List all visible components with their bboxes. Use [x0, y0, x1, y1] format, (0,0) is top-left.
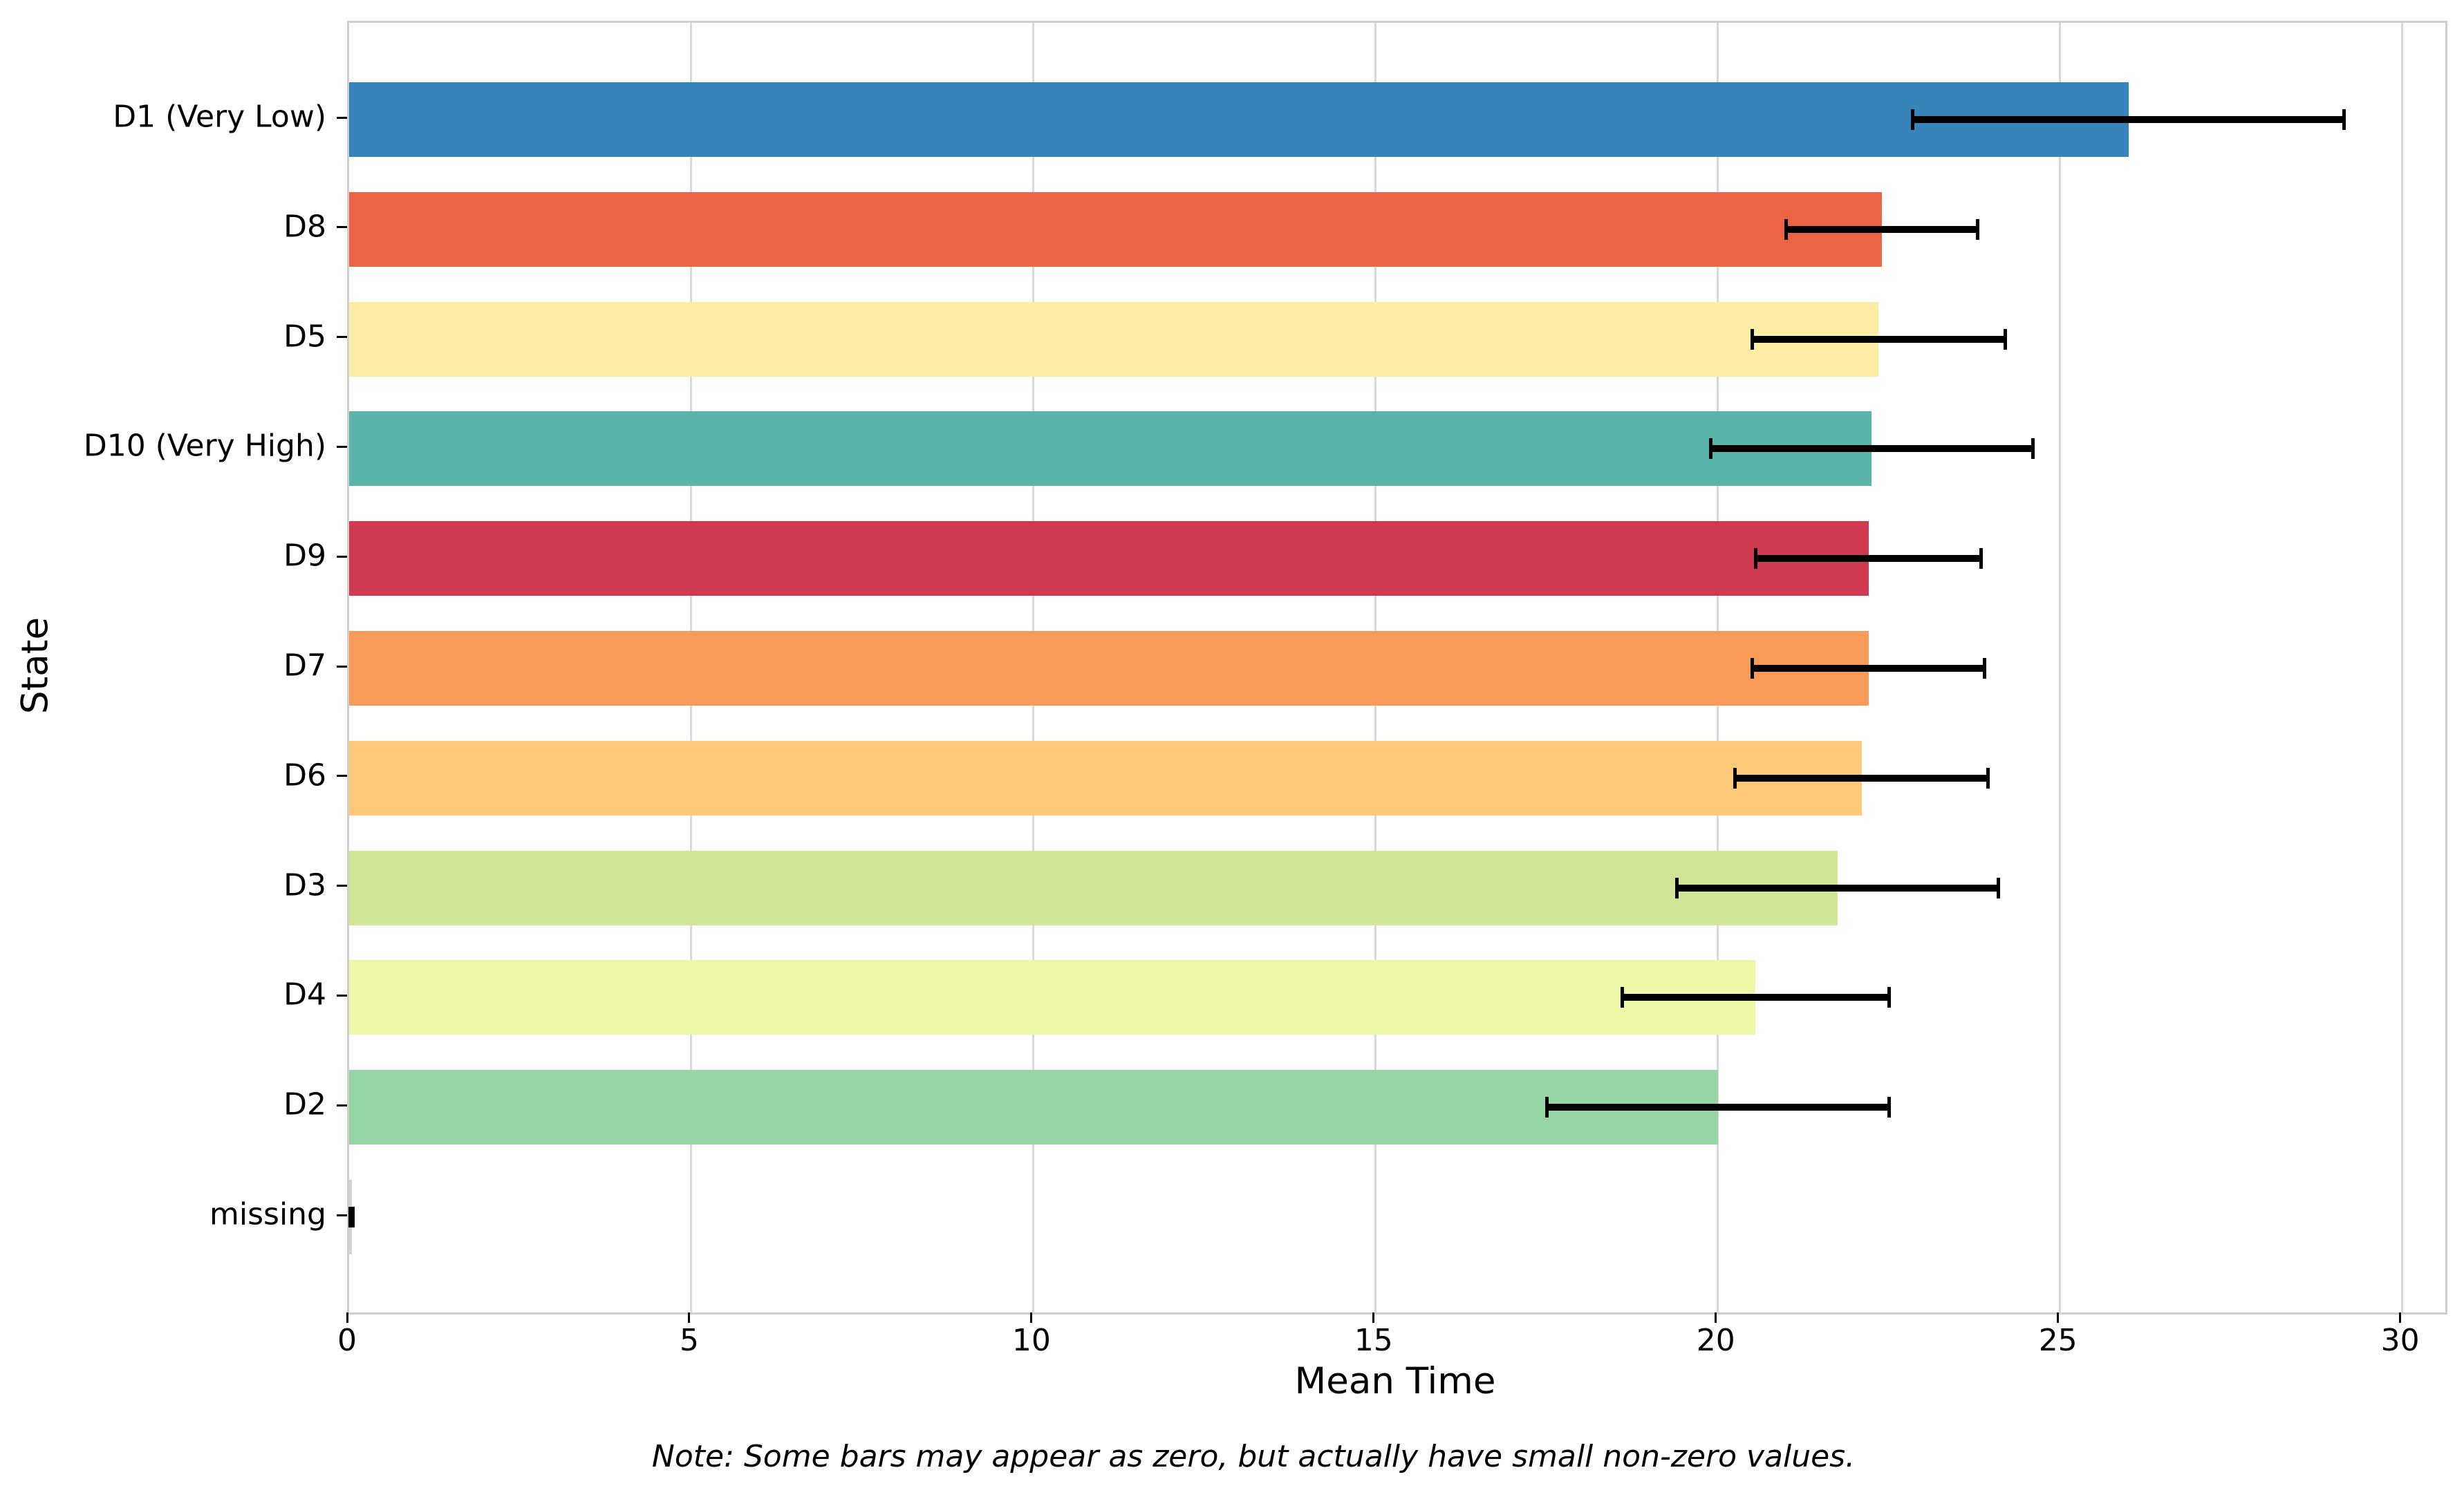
- error-bar-cap: [1979, 548, 1984, 569]
- y-tick-mark: [337, 116, 347, 119]
- error-bar-cap: [1750, 658, 1754, 679]
- error-bar-cap: [1887, 1097, 1891, 1118]
- error-bar-cap: [1976, 218, 1980, 240]
- error-bar-cap: [1753, 548, 1757, 569]
- x-tick-mark: [2057, 1312, 2060, 1323]
- error-bar: [1752, 335, 2006, 343]
- x-tick-mark: [1372, 1312, 1375, 1323]
- error-bar-cap: [348, 1207, 353, 1227]
- y-tick-label: D10 (Very High): [83, 428, 326, 464]
- y-tick-label: D2: [283, 1086, 326, 1122]
- error-bar-cap: [1733, 767, 1737, 789]
- bar: [349, 521, 1869, 596]
- bar: [349, 960, 1756, 1035]
- y-tick-mark: [337, 665, 347, 668]
- x-tick-mark: [688, 1312, 691, 1323]
- x-tick-mark: [2399, 1312, 2402, 1323]
- y-tick-mark: [337, 1214, 347, 1216]
- x-tick-label: 20: [1696, 1323, 1735, 1358]
- y-tick-mark: [337, 336, 347, 339]
- error-bar: [1752, 665, 1985, 672]
- y-tick-label: D7: [283, 648, 326, 684]
- error-bar-cap: [1986, 767, 1990, 789]
- y-tick-mark: [337, 994, 347, 997]
- error-bar-cap: [1983, 658, 1987, 679]
- y-tick-label: D8: [283, 209, 326, 245]
- y-tick-mark: [337, 1104, 347, 1107]
- y-tick-mark: [337, 885, 347, 887]
- bar: [349, 411, 1872, 487]
- error-bar-cap: [2004, 328, 2007, 350]
- x-tick-mark: [1715, 1312, 1717, 1323]
- y-tick-label: D3: [283, 867, 326, 903]
- bar: [349, 191, 1883, 267]
- gridline-x-25: [2059, 23, 2062, 1312]
- y-axis-title: State: [14, 616, 57, 715]
- y-tick-label: D5: [283, 319, 326, 355]
- error-bar-cap: [1620, 987, 1624, 1008]
- error-bar-cap: [1997, 877, 2001, 898]
- y-tick-label: D9: [283, 538, 326, 574]
- y-tick-label: D1 (Very Low): [113, 99, 326, 135]
- bar: [349, 850, 1838, 925]
- x-tick-label: 5: [679, 1323, 699, 1358]
- x-tick-label: 15: [1354, 1323, 1393, 1358]
- error-bar: [1547, 1104, 1889, 1111]
- bar: [349, 631, 1869, 706]
- error-bar: [1677, 884, 1999, 892]
- error-bar: [1912, 116, 2344, 123]
- error-bar-cap: [1709, 438, 1713, 460]
- y-tick-mark: [337, 445, 347, 448]
- error-bar: [1710, 445, 2033, 453]
- plot-area: [347, 21, 2447, 1315]
- error-bar: [1755, 555, 1981, 563]
- error-bar: [1786, 225, 1978, 233]
- x-axis-title: Mean Time: [1294, 1360, 1496, 1402]
- x-tick-label: 25: [2038, 1323, 2078, 1358]
- error-bar-cap: [2342, 109, 2346, 130]
- bar: [349, 1070, 1718, 1145]
- bar: [349, 82, 2129, 157]
- error-bar-cap: [1887, 987, 1891, 1008]
- bar: [349, 301, 1879, 377]
- error-bar-cap: [1750, 328, 1754, 350]
- y-tick-mark: [337, 775, 347, 778]
- error-bar: [1622, 994, 1889, 1001]
- error-bar-cap: [1544, 1097, 1549, 1118]
- y-tick-label: D6: [283, 757, 326, 793]
- bar: [349, 740, 1862, 816]
- error-bar-cap: [1784, 218, 1789, 240]
- error-bar-cap: [1911, 109, 1915, 130]
- error-bar-cap: [1674, 877, 1679, 898]
- y-tick-mark: [337, 226, 347, 229]
- x-tick-label: 0: [337, 1323, 357, 1358]
- error-bar-cap: [351, 1207, 355, 1227]
- gridline-x-30: [2401, 23, 2404, 1312]
- error-bar: [1735, 774, 1988, 782]
- y-tick-label: D4: [283, 977, 326, 1013]
- x-tick-label: 30: [2380, 1323, 2420, 1358]
- x-tick-mark: [1030, 1312, 1033, 1323]
- error-bar-cap: [2031, 438, 2035, 460]
- x-tick-label: 10: [1011, 1323, 1051, 1358]
- y-tick-label: missing: [209, 1196, 326, 1232]
- x-tick-mark: [346, 1312, 348, 1323]
- y-tick-mark: [337, 555, 347, 558]
- footnote: Note: Some bars may appear as zero, but …: [651, 1439, 1856, 1474]
